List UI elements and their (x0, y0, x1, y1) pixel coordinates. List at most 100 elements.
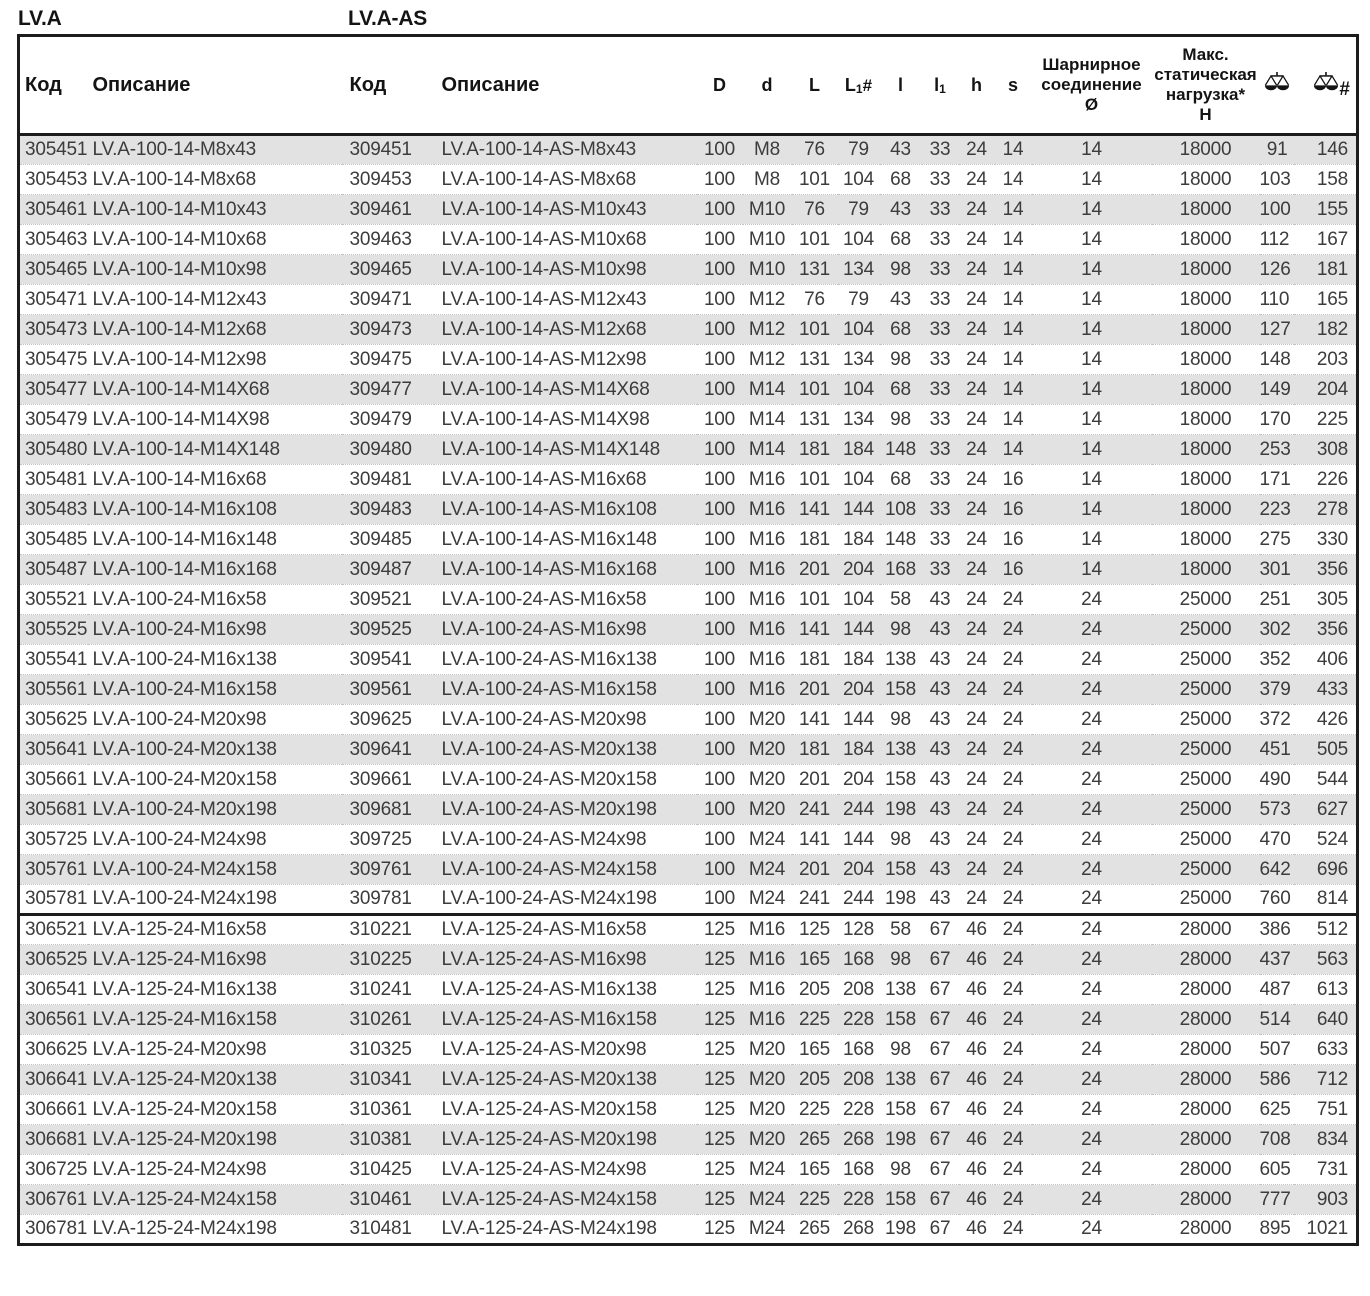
cell-desc-as: LV.A-100-14-AS-M10x98 (433, 254, 697, 285)
cell-dim-h: 24 (958, 374, 995, 405)
cell-dim-h: 24 (958, 614, 995, 645)
cell-dim-L1: 228 (837, 1184, 880, 1215)
cell-dim-l: 58 (879, 913, 922, 945)
table-row: 305725 LV.A-100-24-M24x98 309725 LV.A-100-2… (18, 824, 1358, 855)
cell-code-as: 309461 (341, 194, 434, 225)
cell-dim-d: M20 (742, 734, 792, 765)
cell-dim-L1: 228 (837, 1004, 880, 1035)
cell-hinge-diameter: 24 (1031, 1004, 1152, 1035)
cell-weight-packed: 627 (1293, 794, 1358, 825)
cell-desc-a: LV.A-100-24-M24x158 (87, 854, 342, 885)
cell-weight: 507 (1259, 1034, 1294, 1065)
cell-max-static-load: 28000 (1151, 974, 1260, 1005)
cell-dim-l: 68 (879, 374, 922, 405)
cell-hinge-diameter: 24 (1031, 704, 1152, 735)
cell-hinge-diameter: 24 (1031, 1094, 1152, 1125)
cell-dim-L: 141 (791, 494, 838, 525)
cell-desc-as: LV.A-100-14-AS-M8x43 (433, 134, 697, 165)
cell-max-static-load: 18000 (1151, 554, 1260, 585)
cell-weight-packed: 226 (1293, 464, 1358, 495)
cell-dim-l: 98 (879, 704, 922, 735)
cell-dim-L1: 184 (837, 734, 880, 765)
cell-dim-d: M20 (742, 1094, 792, 1125)
cell-dim-l1: 67 (921, 913, 959, 945)
cell-hinge-diameter: 24 (1031, 944, 1152, 975)
cell-code-as: 310381 (341, 1124, 434, 1155)
cell-dim-l1: 33 (921, 314, 959, 345)
cell-code-a: 305561 (18, 674, 88, 705)
cell-dim-l: 198 (879, 1124, 922, 1155)
cell-desc-a: LV.A-125-24-M20x158 (87, 1094, 342, 1125)
cell-dim-l: 68 (879, 314, 922, 345)
cell-dim-l1: 67 (921, 944, 959, 975)
cell-desc-a: LV.A-100-14-M16x168 (87, 554, 342, 585)
cell-dim-s: 14 (994, 344, 1032, 375)
cell-weight-packed: 305 (1293, 584, 1358, 615)
cell-max-static-load: 18000 (1151, 224, 1260, 255)
cell-desc-as: LV.A-100-24-AS-M24x98 (433, 824, 697, 855)
cell-dim-L: 201 (791, 854, 838, 885)
cell-hinge-diameter: 14 (1031, 404, 1152, 435)
table-row: 305521 LV.A-100-24-M16x58 309521 LV.A-100-2… (18, 584, 1358, 615)
cell-dim-l: 198 (879, 794, 922, 825)
cell-desc-as: LV.A-100-14-AS-M10x43 (433, 194, 697, 225)
cell-dim-L1: 184 (837, 644, 880, 675)
table-row: 305480 LV.A-100-14-M14X148 309480 LV.A-100-… (18, 434, 1358, 465)
cell-max-static-load: 28000 (1151, 1184, 1260, 1215)
scales-icon (1313, 72, 1339, 98)
cell-desc-a: LV.A-125-24-M20x98 (87, 1034, 342, 1065)
cell-dim-s: 14 (994, 164, 1032, 195)
cell-dim-L: 101 (791, 224, 838, 255)
cell-code-a: 305781 (18, 884, 88, 915)
cell-dim-l: 138 (879, 1064, 922, 1095)
cell-code-as: 309521 (341, 584, 434, 615)
cell-dim-D: 100 (696, 644, 743, 675)
cell-code-as: 310221 (341, 913, 434, 945)
cell-dim-l1: 33 (921, 404, 959, 435)
cell-dim-h: 24 (958, 164, 995, 195)
cell-dim-L: 181 (791, 524, 838, 555)
cell-dim-l: 98 (879, 254, 922, 285)
cell-dim-l: 58 (879, 584, 922, 615)
cell-dim-s: 24 (994, 854, 1032, 885)
col-header-dim-l1: l1 (921, 35, 959, 136)
cell-dim-l1: 33 (921, 194, 959, 225)
cell-desc-a: LV.A-100-24-M16x98 (87, 614, 342, 645)
cell-dim-l: 138 (879, 734, 922, 765)
cell-desc-as: LV.A-100-14-AS-M8x68 (433, 164, 697, 195)
cell-dim-l1: 33 (921, 464, 959, 495)
cell-code-a: 305471 (18, 284, 88, 315)
cell-dim-L: 101 (791, 314, 838, 345)
cell-desc-as: LV.A-100-24-AS-M24x158 (433, 854, 697, 885)
cell-hinge-diameter: 24 (1031, 974, 1152, 1005)
cell-dim-D: 125 (696, 1214, 743, 1245)
cell-dim-s: 14 (994, 134, 1032, 165)
cell-dim-h: 24 (958, 704, 995, 735)
cell-weight: 127 (1259, 314, 1294, 345)
cell-code-a: 306641 (18, 1064, 88, 1095)
cell-hinge-diameter: 14 (1031, 524, 1152, 555)
cell-dim-h: 46 (958, 1034, 995, 1065)
cell-code-a: 306725 (18, 1154, 88, 1185)
table-row: 306561 LV.A-125-24-M16x158 310261 LV.A-125-… (18, 1004, 1358, 1035)
cell-dim-l1: 33 (921, 524, 959, 555)
cell-desc-a: LV.A-100-14-M12x43 (87, 284, 342, 315)
cell-dim-L1: 204 (837, 554, 880, 585)
table-row: 306761 LV.A-125-24-M24x158 310461 LV.A-125-… (18, 1184, 1358, 1215)
cell-dim-L1: 79 (837, 134, 880, 165)
cell-dim-L: 165 (791, 1154, 838, 1185)
cell-code-as: 309473 (341, 314, 434, 345)
cell-hinge-diameter: 24 (1031, 794, 1152, 825)
cell-hinge-diameter: 24 (1031, 1214, 1152, 1245)
cell-hinge-diameter: 24 (1031, 644, 1152, 675)
cell-dim-L1: 104 (837, 314, 880, 345)
cell-code-as: 309481 (341, 464, 434, 495)
cell-desc-as: LV.A-125-24-AS-M20x158 (433, 1094, 697, 1125)
cell-dim-s: 16 (994, 464, 1032, 495)
table-body: 305451 LV.A-100-14-M8x43 309451 LV.A-100-14… (18, 134, 1358, 1245)
cell-desc-a: LV.A-125-24-M16x158 (87, 1004, 342, 1035)
cell-dim-s: 24 (994, 1124, 1032, 1155)
cell-dim-D: 100 (696, 764, 743, 795)
cell-desc-a: LV.A-100-14-M8x68 (87, 164, 342, 195)
cell-dim-D: 125 (696, 1004, 743, 1035)
